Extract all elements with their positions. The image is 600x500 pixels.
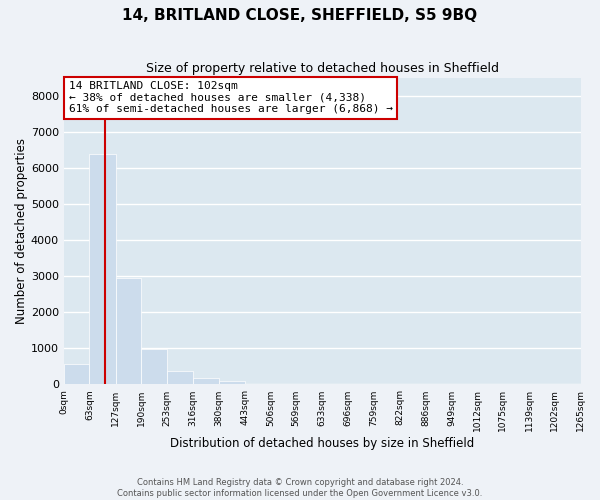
Bar: [116, 278, 142, 384]
Bar: [64, 364, 89, 384]
Bar: [193, 378, 219, 384]
Text: 14 BRITLAND CLOSE: 102sqm
← 38% of detached houses are smaller (4,338)
61% of se: 14 BRITLAND CLOSE: 102sqm ← 38% of detac…: [69, 81, 393, 114]
Y-axis label: Number of detached properties: Number of detached properties: [15, 138, 28, 324]
Title: Size of property relative to detached houses in Sheffield: Size of property relative to detached ho…: [146, 62, 499, 76]
Text: Contains HM Land Registry data © Crown copyright and database right 2024.
Contai: Contains HM Land Registry data © Crown c…: [118, 478, 482, 498]
Text: 14, BRITLAND CLOSE, SHEFFIELD, S5 9BQ: 14, BRITLAND CLOSE, SHEFFIELD, S5 9BQ: [122, 8, 478, 22]
Bar: [89, 154, 116, 384]
Bar: [142, 349, 167, 384]
X-axis label: Distribution of detached houses by size in Sheffield: Distribution of detached houses by size …: [170, 437, 474, 450]
Bar: [167, 371, 193, 384]
Bar: [219, 381, 245, 384]
